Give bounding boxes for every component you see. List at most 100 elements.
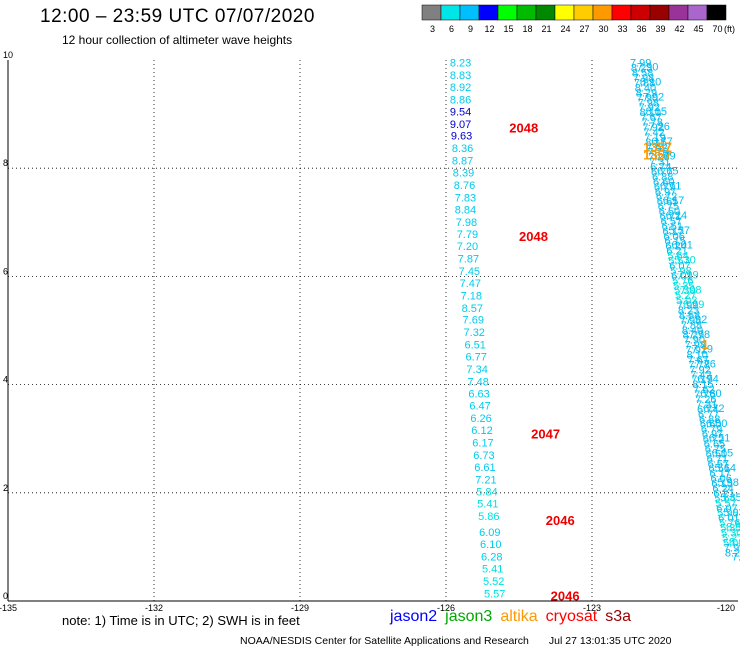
x-tick-label: -135: [0, 603, 17, 613]
mission-legend: jason2 jason3 altika cryosat s3a: [390, 608, 639, 626]
swh-value-label-track2b: 5.30: [674, 255, 695, 267]
swh-value-label: 8.76: [454, 180, 475, 192]
swh-value-label: 5.57: [484, 588, 505, 600]
swh-value-label-track2: 5.27: [722, 532, 740, 544]
swh-value-label-track2: 6.88: [652, 171, 673, 183]
swh-value-label-track2b: 7.19: [692, 344, 713, 356]
swh-value-label-track2b: 7.92: [643, 91, 664, 103]
swh-value-label-track2: 8.58: [632, 68, 653, 80]
y-tick-label: 0: [3, 591, 8, 601]
x-tick-label: -126: [437, 603, 455, 613]
swh-value-label: 5.52: [483, 576, 504, 588]
swh-value-label-track2: 6.60: [700, 419, 721, 431]
swh-value-label-track2: 6.72: [703, 434, 724, 446]
axis-ticks: -135 -132 -129 -126 -123 -120 0 2 4 6 8 10: [0, 50, 735, 613]
mission-s3a: s3a: [605, 608, 632, 625]
x-tick-label: -123: [583, 603, 601, 613]
swh-value-label-track2: 6.15: [711, 478, 732, 490]
swh-value-label-track2: 8.15: [692, 379, 713, 391]
swh-value-label: 6.09: [479, 527, 500, 539]
swh-value-label-track2: 6.17: [663, 226, 684, 238]
swh-value-label: 8.92: [450, 82, 471, 94]
swh-value-label-track2b: 6.74: [697, 373, 718, 385]
swh-value-label-track2: 5.57: [668, 256, 689, 268]
colorbar-label: 45: [693, 24, 703, 34]
units-note: note: 1) Time is in UTC; 2) SWH is in fe…: [62, 613, 300, 628]
swh-value-label-track2: 6.51: [662, 221, 683, 233]
swh-value-label: 7.79: [457, 229, 478, 241]
swh-value-label: 8.87: [452, 156, 473, 168]
time-label: 1357: [643, 140, 672, 155]
swh-value-label-track2: 6.57: [708, 458, 729, 470]
swh-value-label-track2b: 7.98: [732, 551, 740, 563]
swh-value-label-track2b: 6.65: [657, 166, 678, 178]
swh-value-label-track2: 6.51: [709, 463, 730, 475]
swh-value-label-track2: 7.98: [685, 340, 706, 352]
swh-value-label-track2: 6.75: [705, 443, 726, 455]
swh-value-label-track2: 6.71: [660, 211, 681, 223]
swh-value-label-track2: 7.42: [690, 369, 711, 381]
swh-value-label-track2: 7.78: [641, 117, 662, 129]
swh-value-label: 6.12: [471, 425, 492, 437]
colorbar-swatch: [459, 4, 480, 21]
swh-value-label-track2: 8.23: [678, 305, 699, 317]
swh-value-label: 6.26: [470, 413, 491, 425]
swh-value-label: 8.39: [453, 168, 474, 180]
swh-value-label: 7.20: [457, 241, 478, 253]
swh-value-label-track2: 7.67: [641, 112, 662, 124]
swh-value-label-track2: 6.97: [655, 186, 676, 198]
swh-value-label-track2b: 6.72: [703, 403, 724, 415]
swh-value-label: 9.63: [451, 131, 472, 143]
swh-value-label-track2: 7.26: [648, 152, 669, 164]
swh-value-label: 6.10: [480, 539, 501, 551]
swh-value-label-track2: 5.35: [673, 280, 694, 292]
time-label: 2048: [509, 121, 538, 136]
colorbar-label: 15: [503, 24, 513, 34]
swh-value-label: 7.18: [461, 290, 482, 302]
swh-value-label-track2b: 8.10: [640, 77, 661, 89]
swh-value-label-track2b: 6.71: [660, 180, 681, 192]
swh-value-label-track2: 8.23: [631, 63, 652, 75]
swh-value-label-track2: 7.19: [644, 132, 665, 144]
swh-value-label-track2: 6.06: [710, 473, 731, 485]
swh-value-label-track2: 7.92: [686, 345, 707, 357]
swh-value-label: 5.41: [477, 499, 498, 511]
swh-value-label-track2: 5.64: [667, 251, 688, 263]
colorbar-swatch: [668, 4, 689, 21]
swh-value-label-track2: 7.19: [691, 374, 712, 386]
y-tick-label: 6: [3, 266, 8, 276]
colorbar-label: 6: [449, 24, 454, 34]
track-1: 8.238.838.928.869.549.079.638.368.878.39…: [450, 58, 505, 601]
swh-value-label-track2b: 5.03: [723, 507, 740, 519]
swh-value-label-track2: 6.72: [656, 191, 677, 203]
swh-value-label: 6.73: [473, 450, 494, 462]
swh-value-label-track2: 7.31: [649, 157, 670, 169]
swh-value-label-track2: 5.98: [717, 508, 738, 520]
swh-value-label-track2b: 7.90: [637, 62, 658, 74]
swh-value-label-track2b: 8.40: [729, 536, 740, 548]
swh-value-label-track2: 7.92: [642, 122, 663, 134]
swh-value-label-track2: 8.23: [725, 547, 740, 559]
swh-value-label: 6.28: [481, 552, 502, 564]
colorbar-swatch: [592, 4, 613, 21]
colorbar-label: 39: [655, 24, 665, 34]
swh-value-label-track2: 7.88: [634, 77, 655, 89]
colorbar-swatch: [611, 4, 632, 21]
colorbar-swatch: [649, 4, 670, 21]
swh-value-label-track2: 7.99: [724, 542, 740, 554]
swh-value-label-track2: 5.30: [674, 285, 695, 297]
swh-value-label: 7.34: [466, 364, 487, 376]
swh-value-label-track2b: 6.77: [651, 136, 672, 148]
x-tick-label: -132: [145, 603, 163, 613]
swh-value-label: 6.77: [465, 351, 486, 363]
colorbar-swatch: [421, 4, 442, 21]
swh-value-label-track2: 5.98: [670, 265, 691, 277]
swh-value-label-track2: 8.10: [640, 107, 661, 119]
swh-value-label-track2: 5.27: [675, 290, 696, 302]
swh-value-label: 7.32: [464, 327, 485, 339]
swh-value-label-track2: 7.26: [695, 394, 716, 406]
swh-value-label-track2: 5.76: [672, 275, 693, 287]
swh-value-label: 7.69: [463, 315, 484, 327]
colorbar-swatch: [497, 4, 518, 21]
